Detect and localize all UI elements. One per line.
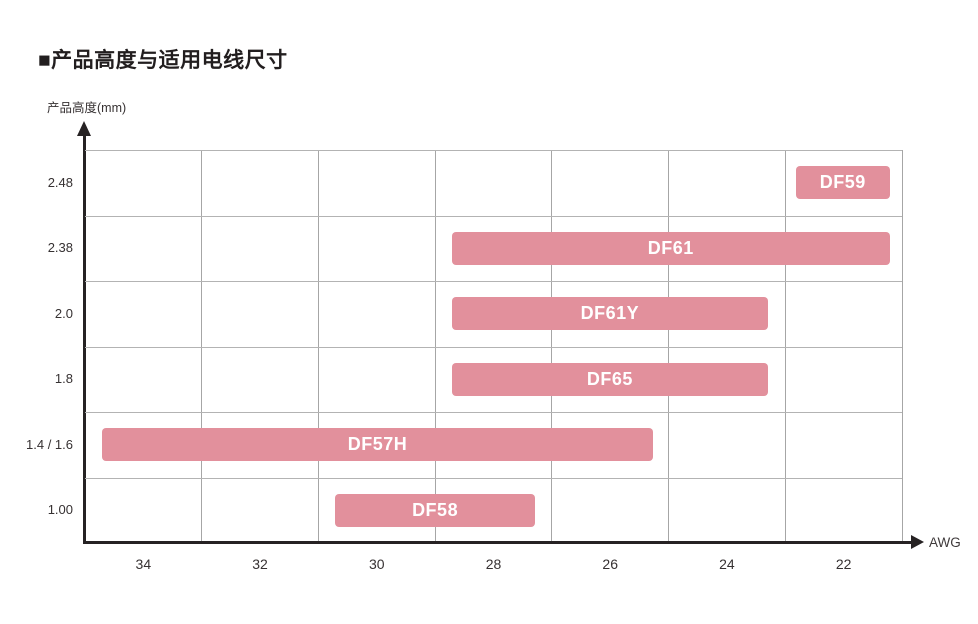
y-axis-line [83,134,86,544]
plot-area: DF59 DF61 DF61Y DF65 DF57H DF58 [85,150,903,543]
bar-df58: DF58 [335,493,536,527]
bar-df59: DF59 [795,166,890,200]
gridline-horizontal [85,281,902,282]
bar-label: DF61Y [580,303,640,324]
x-tick-label: 28 [485,556,502,572]
y-tick-label: 2.0 [54,305,73,321]
x-tick-label: 22 [835,556,852,572]
bar-df65: DF65 [451,362,768,396]
bar-label: DF57H [347,434,408,455]
x-tick-label: 30 [368,556,385,572]
y-tick-label: 1.00 [47,502,73,518]
y-tick-label: 1.4 / 1.6 [26,436,73,452]
bar-label: DF65 [586,368,633,389]
gridline-horizontal [85,477,902,479]
gridline-horizontal [85,412,902,413]
page-title: ■产品高度与适用电线尺寸 [38,49,288,72]
y-tick-label: 2.48 [47,174,73,190]
y-axis-arrow-icon [77,121,91,136]
bar-label: DF58 [412,499,459,520]
bar-df57h: DF57H [102,428,653,462]
bar-df61: DF61 [451,231,890,265]
gridline-horizontal [85,150,902,151]
y-axis-title: 产品高度(mm) [47,101,127,115]
y-tick-label: 2.38 [47,240,73,256]
x-tick-label: 24 [719,556,735,572]
x-axis-arrow-icon [911,535,924,549]
bar-label: DF61 [647,237,694,258]
bar-label: DF59 [819,172,866,193]
bar-df61y: DF61Y [451,297,768,331]
gridline-vertical [901,150,903,543]
x-tick-label: 34 [135,556,152,572]
x-tick-label: 32 [252,556,268,572]
gridline-horizontal [85,346,902,348]
gridline-horizontal [85,215,902,217]
x-axis-line [84,541,913,544]
x-tick-label: 26 [602,556,618,572]
x-axis-title: AWG [929,535,961,550]
y-tick-label: 1.8 [54,371,73,387]
